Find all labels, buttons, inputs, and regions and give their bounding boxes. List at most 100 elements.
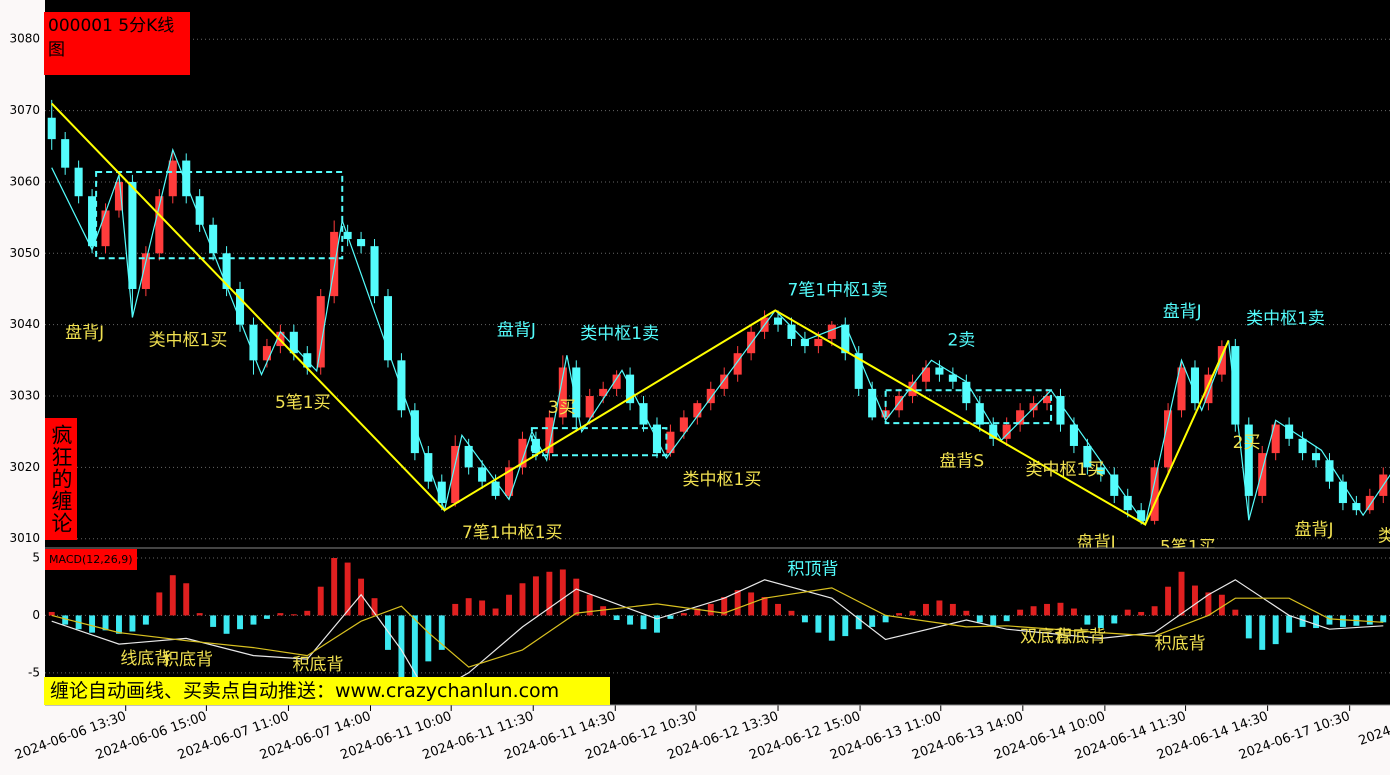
candle-body bbox=[626, 374, 635, 404]
candle-body bbox=[504, 467, 514, 496]
macd-bar bbox=[949, 603, 956, 616]
candle-body bbox=[1137, 510, 1146, 521]
macd-bar bbox=[1272, 615, 1279, 645]
annotation: 类中枢1买 bbox=[1026, 460, 1105, 480]
macd-bar bbox=[425, 615, 432, 662]
macd-bar bbox=[1151, 606, 1158, 616]
candle-body bbox=[464, 445, 473, 468]
candle-body bbox=[1190, 367, 1200, 404]
candle-body bbox=[316, 296, 325, 368]
candle-body bbox=[558, 367, 567, 418]
candle-body bbox=[235, 288, 245, 325]
candle-body bbox=[1217, 346, 1226, 375]
macd-bar bbox=[385, 615, 391, 650]
macd-bar bbox=[183, 583, 190, 616]
candle-body bbox=[962, 381, 971, 404]
candle-body bbox=[101, 210, 110, 247]
candle-body bbox=[114, 181, 124, 211]
candle-body bbox=[74, 167, 83, 197]
annotation: 盘背J bbox=[1077, 533, 1116, 553]
candle-body bbox=[249, 324, 258, 361]
candle-body bbox=[854, 353, 863, 389]
macd-bar bbox=[842, 615, 849, 637]
candle-body bbox=[814, 338, 823, 347]
y-tick-label: 3010 bbox=[9, 531, 40, 545]
macd-bar bbox=[815, 615, 822, 633]
macd-bar bbox=[1084, 615, 1091, 625]
macd-bar bbox=[586, 594, 593, 616]
macd-bar bbox=[909, 610, 916, 616]
macd-bar bbox=[882, 615, 889, 623]
candle-body bbox=[155, 196, 164, 254]
macd-bar bbox=[169, 575, 176, 616]
macd-bar bbox=[627, 615, 634, 625]
header-box: 000001 5分K线图 上证指数 bbox=[44, 12, 190, 96]
macd-bar bbox=[452, 603, 459, 616]
macd-bar bbox=[976, 615, 983, 623]
y-tick-label: 5 bbox=[32, 550, 40, 564]
candle-body bbox=[868, 388, 877, 418]
macd-bar bbox=[694, 608, 701, 616]
annotation: 7笔1中枢1买 bbox=[462, 523, 562, 543]
candle-body bbox=[1365, 495, 1374, 511]
macd-bar bbox=[89, 615, 96, 633]
candle-body bbox=[410, 410, 419, 454]
macd-bar bbox=[317, 586, 324, 616]
annotation: 积底背 bbox=[1155, 634, 1206, 654]
candle-body bbox=[1002, 424, 1011, 439]
macd-bar bbox=[869, 615, 876, 627]
y-tick-label: 3080 bbox=[9, 32, 40, 46]
macd-bar bbox=[680, 613, 687, 616]
macd-bar bbox=[371, 598, 378, 616]
macd-bar bbox=[1339, 615, 1346, 627]
macd-bar bbox=[923, 603, 929, 616]
macd-bar bbox=[1326, 615, 1333, 625]
annotation: 盘背S bbox=[939, 452, 984, 472]
candle-body bbox=[1177, 367, 1186, 411]
macd-bar bbox=[263, 615, 270, 619]
annotation: 2买 bbox=[1233, 433, 1261, 453]
candle-body bbox=[545, 417, 554, 454]
candle-body bbox=[585, 396, 594, 418]
annotation: 5笔1买 bbox=[275, 393, 331, 413]
candle-body bbox=[572, 367, 581, 418]
macd-bar bbox=[290, 614, 297, 616]
candle-body bbox=[182, 160, 191, 197]
y-tick-label: 3060 bbox=[9, 174, 40, 188]
macd-bar bbox=[142, 615, 149, 625]
macd-bar bbox=[896, 613, 903, 616]
macd-bar bbox=[1138, 611, 1145, 616]
macd-bar bbox=[1097, 615, 1104, 629]
candle-body bbox=[1110, 474, 1119, 496]
macd-bar bbox=[465, 598, 472, 616]
candle-body bbox=[1042, 396, 1052, 404]
macd-bar bbox=[304, 610, 311, 616]
macd-bar bbox=[1017, 609, 1024, 616]
candle-body bbox=[975, 403, 984, 425]
annotation: 盘背J bbox=[1163, 302, 1202, 322]
macd-bar bbox=[667, 615, 674, 619]
y-tick-label: 3020 bbox=[9, 460, 40, 474]
macd-bar bbox=[411, 615, 418, 691]
candle-body bbox=[262, 346, 271, 361]
y-tick-label: 0 bbox=[32, 608, 40, 622]
annotation: 积顶背 bbox=[787, 559, 838, 579]
candle-body bbox=[1056, 396, 1065, 425]
macd-bar bbox=[600, 606, 607, 616]
macd-bar bbox=[156, 592, 163, 616]
annotation: 盘背J bbox=[497, 320, 536, 340]
annotation: 5笔1买 bbox=[1160, 537, 1216, 557]
annotation: 积底背 bbox=[1055, 627, 1106, 647]
macd-bar bbox=[223, 615, 230, 634]
header-title: 000001 5分K线图 bbox=[48, 16, 175, 60]
candle-body bbox=[383, 296, 393, 361]
macd-bar bbox=[102, 615, 109, 631]
candle-body bbox=[141, 253, 150, 289]
y-tick-label: 3050 bbox=[9, 246, 40, 260]
candle-body bbox=[1096, 467, 1105, 475]
macd-bar bbox=[398, 615, 405, 679]
candle-body bbox=[195, 196, 204, 225]
